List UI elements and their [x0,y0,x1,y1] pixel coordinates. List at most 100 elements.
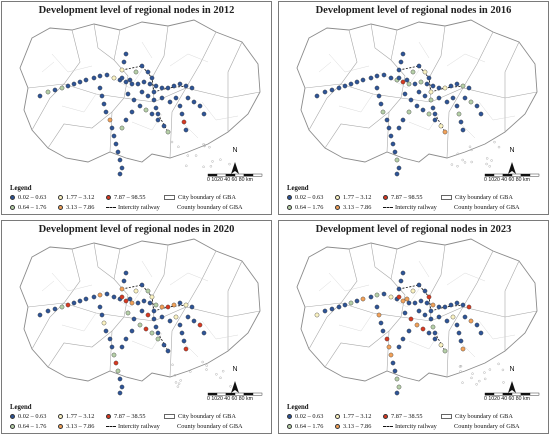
regional-node [145,312,151,318]
scale-bar-segment [243,392,254,396]
regional-node [430,83,436,89]
regional-node [197,103,203,109]
regional-node [374,73,380,79]
legend-county-boundary: County boundary of GBA [454,204,520,211]
island [215,373,218,376]
island [174,381,178,384]
regional-node [458,119,464,125]
regional-node [123,270,129,276]
regional-node [165,348,171,354]
legend-label: 0.64 – 1.76 [295,423,324,430]
regional-node [155,117,161,123]
regional-node [201,111,207,117]
legend-label: Intercity railway [118,423,160,430]
regional-node [189,85,195,91]
scale-bar-segment [502,392,513,396]
regional-node [378,320,384,326]
scale-bar-segment [484,173,495,177]
regional-node [422,312,428,318]
north-arrow: N [228,366,242,373]
north-arrow: N [228,147,242,154]
legend-class-5: 7.87 – 98.55 [106,194,145,201]
regional-node [167,318,173,324]
railway-swatch [106,207,116,208]
regional-node [179,111,185,117]
regional-node [412,300,418,306]
regional-node [474,322,480,328]
regional-node [329,87,335,93]
county-boundary [458,340,476,358]
scale-unit: km [245,177,253,183]
regional-node [133,288,139,294]
regional-node [428,97,434,103]
legend-title: Legend [287,404,309,411]
legend-class-3: 1.77 – 3.12 [335,413,371,420]
county-boundary [201,320,239,340]
regional-node [396,125,402,131]
legend-swatch [106,195,111,200]
city-boundary-swatch [164,195,175,200]
regional-node [113,360,119,366]
island [176,385,180,388]
island [478,379,481,383]
scale-bar-labels: 0 1020 40 60 80 km [207,177,269,183]
legend-label: 0.64 – 1.76 [18,204,47,211]
scale-unit: km [522,396,530,402]
legend-railway: Intercity railway [383,423,437,430]
scale-bar-segment [252,392,263,396]
regional-node [109,344,115,350]
regional-node [396,384,402,390]
regional-node [185,95,191,101]
legend-class-2: 0.64 – 1.76 [10,423,46,430]
legend-class-5: 7.87 – 38.55 [383,413,422,420]
city-boundary [308,248,358,350]
regional-node [133,69,139,75]
regional-node [381,291,387,297]
legend-swatch [10,205,15,210]
regional-node [314,93,320,99]
regional-node [322,308,328,314]
regional-node [159,314,165,320]
regional-node [426,330,432,336]
legend-label: City boundary of GBA [178,194,236,201]
regional-node [442,85,448,91]
railway-swatch [383,426,393,427]
regional-node [404,77,410,83]
island [470,148,473,152]
regional-node [416,308,422,314]
regional-node [173,314,179,320]
regional-node [342,302,348,308]
map-panel-2020: Development level of regional nodes in 2… [1,220,272,434]
county-boundary [181,121,199,139]
city-boundary [93,242,115,280]
regional-node [430,302,436,308]
regional-node [151,97,157,103]
panel-title: Development level of regional nodes in 2… [38,5,235,16]
county-boundary [378,69,420,89]
regional-node [396,344,402,350]
regional-node [159,95,165,101]
scale-bar-segment [520,173,531,177]
regional-node [402,310,408,316]
regional-node [77,298,83,304]
legend-class-2: 0.64 – 1.76 [287,204,323,211]
north-label: N [509,366,515,373]
island [463,161,467,164]
legend-class-2: 0.64 – 1.76 [287,423,323,430]
regional-node [426,75,432,81]
regional-node [329,306,335,312]
city-boundary [308,29,358,131]
scale-bar-segment [252,173,263,177]
legend-swatch [335,195,340,200]
island [485,162,488,166]
map-panel-2016: Development level of regional nodes in 2… [278,1,549,215]
regional-node [151,308,157,314]
regional-node [454,322,460,328]
scale-bar-segment [493,392,504,396]
legend-swatch [10,414,15,419]
regional-node [117,157,123,163]
legend-label: 1.77 – 3.12 [343,413,372,420]
regional-node [460,83,466,89]
legend-swatch [58,205,63,210]
regional-node [468,318,474,324]
